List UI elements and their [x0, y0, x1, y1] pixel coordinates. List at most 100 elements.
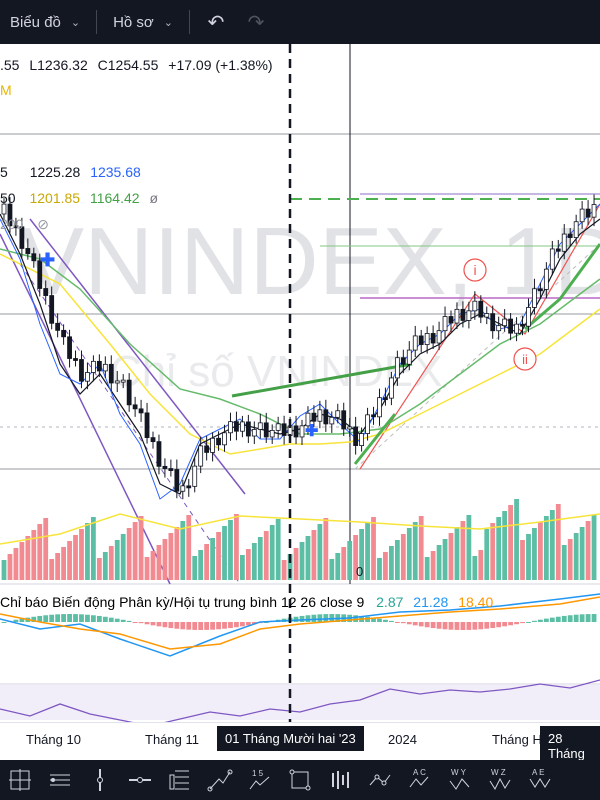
trend-line[interactable] — [231, 362, 413, 398]
chart-menu-button[interactable]: Biểu đồ ⌄ — [0, 0, 90, 44]
volume-bar — [43, 518, 49, 580]
candle-body — [454, 308, 460, 324]
undo-button[interactable]: ↶ — [196, 0, 236, 44]
candle-body — [448, 316, 454, 324]
macd-histogram-bar — [591, 614, 597, 622]
divider — [96, 10, 98, 34]
vertical-line-tool[interactable] — [80, 760, 120, 800]
candle-body — [192, 465, 198, 487]
ohlc-change-value: +17.09 (+1.38%) — [168, 57, 273, 73]
volume-bar — [91, 517, 96, 580]
candle-body — [120, 379, 126, 383]
wave-ii-marker[interactable] — [513, 347, 537, 371]
horizontal-line-tool[interactable] — [120, 760, 160, 800]
candle-body — [335, 410, 341, 418]
chart-canvas[interactable]: VNINDEX, 1D Chỉ số VNINDEX — [0, 44, 600, 754]
ma-row2-value3: ø — [149, 190, 158, 206]
xabcd-tool[interactable]: A C — [400, 760, 440, 800]
volume-bar — [67, 541, 72, 580]
volume-bar — [269, 525, 275, 580]
volume-bar — [281, 560, 287, 580]
wave-i-marker[interactable] — [463, 258, 487, 282]
macd-histogram-bar — [132, 622, 138, 623]
macd-histogram-bar — [412, 622, 418, 626]
macd-histogram-bar — [323, 614, 329, 622]
ma-legend-row-1[interactable]: 5 1225.28 1235.68 — [0, 164, 147, 180]
volume-bar — [478, 550, 484, 580]
bars-pattern-tool[interactable] — [320, 760, 360, 800]
elliott-15-tool[interactable]: 1 5 — [240, 760, 280, 800]
macd-histogram-bar — [436, 622, 442, 629]
macd-histogram-bar — [424, 622, 430, 628]
candle-body — [13, 225, 19, 229]
rectangle-tool[interactable] — [280, 760, 320, 800]
macd-histogram-bar — [31, 616, 37, 622]
candle-body — [228, 421, 233, 434]
volume-bar — [19, 542, 25, 580]
channel-line[interactable] — [29, 218, 246, 495]
macd-histogram-bar — [538, 619, 543, 622]
eye-crossed-icon[interactable]: ⊘ — [37, 216, 49, 232]
candle-body — [186, 485, 192, 489]
volume-bar — [85, 523, 90, 580]
volume-bar — [299, 542, 305, 580]
candle-body — [162, 465, 168, 469]
wxyz-tool[interactable]: W Z — [480, 760, 520, 800]
volume-bar — [73, 535, 78, 580]
volume-bar — [359, 529, 364, 580]
trend-tool[interactable] — [200, 760, 240, 800]
macd-histogram-bar — [418, 622, 424, 627]
volume-bar — [168, 533, 174, 580]
profile-menu-button[interactable]: Hồ sơ ⌄ — [103, 0, 183, 44]
redo-icon: ↷ — [247, 11, 265, 34]
macd-histogram-bar — [144, 622, 150, 625]
candle-body — [180, 485, 186, 492]
volume-bar — [120, 534, 126, 580]
macd-histogram-bar — [150, 622, 156, 626]
volume-bar — [37, 524, 43, 580]
ma-legend-row-3[interactable]: 200 ⊘ — [0, 216, 55, 233]
volume-bar — [138, 516, 144, 580]
volume-bar — [561, 545, 567, 580]
volume-bar — [365, 523, 370, 580]
crosshair-tool[interactable] — [0, 760, 40, 800]
volume-bar — [108, 546, 114, 580]
volume-bar — [508, 505, 513, 580]
candle-body — [91, 360, 96, 373]
fib-tool[interactable] — [160, 760, 200, 800]
macd-legend[interactable]: Chỉ báo Biến động Phân kỳ/Hội tụ trung b… — [0, 594, 493, 610]
measure-tool[interactable] — [40, 760, 80, 800]
elliott-wave-line[interactable] — [359, 203, 600, 470]
volume-bar — [251, 543, 257, 580]
volume-bar — [371, 517, 376, 580]
candle-body — [329, 416, 335, 425]
macd-histogram-bar — [448, 622, 454, 630]
volume-bar — [341, 547, 347, 580]
volume-bar — [96, 558, 102, 580]
measure-icon — [50, 774, 70, 786]
abcde-tool[interactable]: A E — [520, 760, 560, 800]
channel-mid-line[interactable] — [19, 263, 241, 585]
volume-bar — [186, 515, 192, 580]
candle-body — [502, 318, 508, 327]
macd-histogram-bar — [210, 622, 215, 630]
candle-body — [371, 414, 376, 418]
wave-segment — [353, 413, 397, 465]
macd-histogram-bar — [61, 614, 66, 622]
time-axis[interactable]: Tháng 10 Tháng 11 01 Tháng Mười hai '23 … — [0, 722, 600, 766]
path-tool[interactable] — [360, 760, 400, 800]
redo-button[interactable]: ↷ — [236, 0, 276, 44]
trend-icon — [207, 769, 233, 792]
candle-body — [79, 359, 84, 382]
chart-pane[interactable]: VNINDEX, 1D Chỉ số VNINDEX — [0, 44, 600, 754]
macd-histogram-bar — [305, 615, 311, 622]
volume-bar — [263, 531, 269, 580]
candle-body — [7, 203, 13, 227]
candle-body — [353, 426, 359, 446]
candle-body — [299, 425, 305, 438]
ohlc-low-fragment: .55 — [0, 57, 20, 73]
ma-legend-row-2[interactable]: 50 1201.85 1164.42 ø — [0, 190, 164, 206]
volume-bar — [126, 528, 132, 580]
volume-bar — [442, 539, 448, 580]
wxy-tool[interactable]: W Y — [440, 760, 480, 800]
